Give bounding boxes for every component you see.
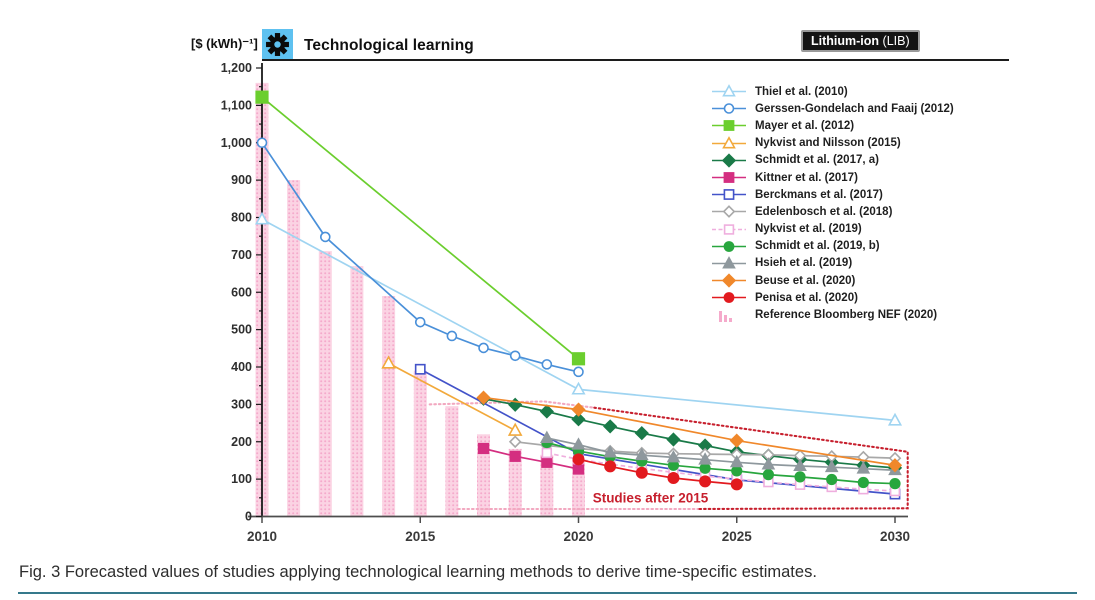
reference-bar-2014 — [382, 296, 396, 517]
legend-label: Gerssen-Gondelach and Faaij (2012) — [755, 102, 954, 115]
svg-text:100: 100 — [231, 472, 252, 486]
legend-item-beuse-et-al-2020: Beuse et al. (2020) — [711, 272, 954, 289]
legend-swatch — [712, 256, 746, 269]
legend-item-schmidt-et-al-2017-a: Schmidt et al. (2017, a) — [711, 152, 954, 169]
legend-swatch — [712, 189, 746, 201]
svg-text:600: 600 — [231, 285, 252, 299]
battery-type-badge: Lithium-ion (LIB) — [801, 30, 920, 52]
legend-item-mayer-et-al-2012: Mayer et al. (2012) — [711, 117, 954, 134]
legend-label: Reference Bloomberg NEF (2020) — [755, 309, 938, 322]
reference-bar-2019 — [540, 454, 554, 517]
badge-main-text: Lithium-ion — [811, 34, 880, 48]
legend-swatch — [712, 84, 746, 97]
annotation-label: Studies after 2015 — [593, 490, 709, 505]
svg-text:2010: 2010 — [247, 529, 277, 544]
svg-text:1,000: 1,000 — [221, 136, 252, 150]
legend-swatch — [712, 120, 746, 132]
series-line-nykvist-and-nilsson-2015 — [388, 362, 516, 432]
legend-item-nykvist-and-nilsson-2015: Nykvist and Nilsson (2015) — [711, 135, 954, 152]
reference-bar-2011 — [287, 180, 301, 517]
legend-item-penisa-et-al-2020: Penisa et al. (2020) — [711, 289, 954, 306]
header-underline — [262, 59, 1009, 61]
legend-label: Penisa et al. (2020) — [755, 291, 858, 304]
legend-swatch — [712, 135, 746, 149]
legend-swatch — [712, 240, 746, 252]
legend-item-hsieh-et-al-2019: Hsieh et al. (2019) — [711, 255, 954, 272]
legend: Thiel et al. (2010) Gerssen-Gondelach an… — [711, 83, 954, 324]
legend-label: Nykvist and Nilsson (2015) — [755, 137, 901, 150]
y-axis-unit-label: [$ (kWh)⁻¹] — [191, 36, 258, 51]
svg-text:2025: 2025 — [722, 529, 753, 544]
series-line-beuse-et-al-2020 — [483, 396, 896, 467]
reference-bar-2012 — [318, 251, 332, 517]
chart-title: Technological learning — [304, 37, 474, 54]
svg-text:700: 700 — [231, 248, 252, 262]
svg-text:2030: 2030 — [880, 529, 910, 544]
legend-label: Schmidt et al. (2017, a) — [755, 154, 879, 167]
legend-label: Hsieh et al. (2019) — [755, 257, 853, 270]
legend-item-reference-bloomberg-nef-2020: Reference Bloomberg NEF (2020) — [711, 306, 954, 323]
series-line-mayer-et-al-2012 — [261, 96, 580, 360]
series-line-kittner-et-al-2017 — [483, 447, 579, 470]
series-line-nykvist-et-al-2019 — [546, 452, 896, 492]
legend-swatch — [712, 103, 746, 115]
reference-bar-2015 — [413, 370, 427, 517]
svg-text:500: 500 — [231, 323, 252, 337]
legend-swatch-bars — [719, 310, 732, 322]
legend-label: Kittner et al. (2017) — [755, 171, 858, 184]
legend-label: Berckmans et al. (2017) — [755, 188, 883, 201]
reference-bar-2016 — [445, 406, 459, 517]
legend-swatch — [712, 153, 746, 168]
svg-text:300: 300 — [231, 397, 252, 411]
legend-label: Schmidt et al. (2019, b) — [755, 240, 880, 253]
figure-caption: Fig. 3 Forecasted values of studies appl… — [19, 563, 817, 581]
svg-text:1,100: 1,100 — [221, 98, 252, 112]
legend-swatch — [712, 205, 746, 219]
legend-item-nykvist-et-al-2019: Nykvist et al. (2019) — [711, 221, 954, 238]
gear-icon — [262, 29, 293, 60]
legend-label: Nykvist et al. (2019) — [755, 223, 862, 236]
legend-label: Edelenbosch et al. (2018) — [755, 205, 893, 218]
svg-text:800: 800 — [231, 211, 252, 225]
svg-text:1,200: 1,200 — [221, 61, 252, 75]
legend-item-thiel-et-al-2010: Thiel et al. (2010) — [711, 83, 954, 100]
reference-bar-2013 — [350, 266, 364, 517]
svg-text:2015: 2015 — [405, 529, 436, 544]
legend-item-kittner-et-al-2017: Kittner et al. (2017) — [711, 169, 954, 186]
legend-swatch — [712, 273, 746, 288]
legend-item-edelenbosch-et-al-2018: Edelenbosch et al. (2018) — [711, 203, 954, 220]
badge-sub-text: (LIB) — [882, 34, 910, 48]
svg-text:0: 0 — [245, 510, 252, 524]
legend-label: Beuse et al. (2020) — [755, 274, 856, 287]
reference-bar-2018 — [508, 448, 522, 517]
legend-swatch — [712, 292, 746, 304]
legend-item-berckmans-et-al-2017: Berckmans et al. (2017) — [711, 186, 954, 203]
bottom-divider — [18, 592, 1077, 594]
legend-label: Mayer et al. (2012) — [755, 119, 855, 132]
svg-text:2020: 2020 — [563, 529, 593, 544]
chart-canvas: Studies after 2015 0 100 200 300 400 500 600 700… — [221, 61, 910, 544]
legend-item-schmidt-et-al-2019-b: Schmidt et al. (2019, b) — [711, 238, 954, 255]
reference-bar-2017 — [477, 434, 490, 517]
series-line-hsieh-et-al-2019 — [546, 437, 896, 472]
legend-item-gerssen-gondelach-and-faaij-2012: Gerssen-Gondelach and Faaij (2012) — [711, 100, 954, 117]
legend-label: Thiel et al. (2010) — [755, 85, 848, 98]
series-line-gerssen-gondelach-and-faaij-2012 — [261, 142, 579, 373]
svg-text:900: 900 — [231, 173, 252, 187]
legend-swatch — [712, 172, 746, 183]
legend-swatch — [712, 223, 746, 235]
svg-text:400: 400 — [231, 360, 252, 374]
svg-text:200: 200 — [231, 435, 252, 449]
series-line-berckmans-et-al-2017 — [419, 368, 896, 495]
